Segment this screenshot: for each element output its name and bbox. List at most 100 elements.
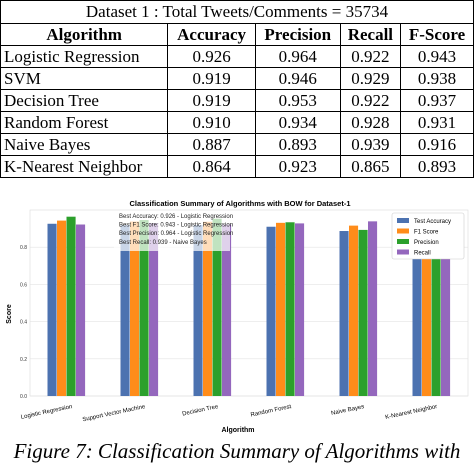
results-table: Dataset 1 : Total Tweets/Comments = 3573… xyxy=(0,0,474,178)
table-row: Logistic Regression 0.926 0.964 0.922 0.… xyxy=(0,45,474,68)
cell-accuracy: 0.864 xyxy=(167,155,256,178)
cell-f-score: 0.916 xyxy=(400,133,474,156)
cell-recall: 0.922 xyxy=(339,89,402,112)
table-row: SVM 0.919 0.946 0.929 0.938 xyxy=(0,67,474,90)
cell-algorithm: SVM xyxy=(0,67,169,90)
table-row: K-Nearest Neighbor 0.864 0.923 0.865 0.8… xyxy=(0,155,474,178)
bar-test-accuracy xyxy=(412,235,422,396)
cell-algorithm: K-Nearest Neighbor xyxy=(0,155,169,178)
bar-recall xyxy=(295,223,305,396)
chart-y-tick-labels: 0.8 0.6 0.4 0.2 0.0 xyxy=(20,245,27,400)
bar-recall xyxy=(76,224,86,396)
cell-recall: 0.939 xyxy=(339,133,402,156)
legend-swatch xyxy=(397,239,409,244)
chart-bars xyxy=(47,216,451,396)
cell-algorithm: Random Forest xyxy=(0,111,169,134)
cell-precision: 0.923 xyxy=(254,155,341,178)
bar-f1-score xyxy=(276,222,286,396)
cell-f-score: 0.931 xyxy=(400,111,474,134)
bar-precision xyxy=(212,218,222,396)
cell-precision: 0.964 xyxy=(254,45,341,68)
cell-f-score: 0.938 xyxy=(400,67,474,90)
table-row: Decision Tree 0.919 0.953 0.922 0.937 xyxy=(0,89,474,112)
legend-swatch xyxy=(397,249,409,255)
bar-f1-score xyxy=(422,229,432,396)
chart-title: Classification Summary of Algorithms wit… xyxy=(129,199,350,208)
legend-label: F1 Score xyxy=(414,230,439,236)
chart-legend: Test Accuracy F1 Score Precision Recall xyxy=(391,212,465,260)
legend-label: Test Accuracy xyxy=(414,219,451,225)
cell-precision: 0.946 xyxy=(254,67,341,90)
legend-label: Precision xyxy=(414,240,439,246)
bar-f1-score xyxy=(57,220,67,396)
header-algorithm: Algorithm xyxy=(0,23,169,46)
figure-caption: Figure 7: Classification Summary of Algo… xyxy=(13,439,461,463)
annotation-text: Best Accuracy: 0.926 - Logistic Regressi… xyxy=(119,214,233,220)
header-accuracy: Accuracy xyxy=(167,23,256,46)
table-row: Naive Bayes 0.887 0.893 0.939 0.916 xyxy=(0,133,474,156)
x-tick-label: Decision Tree xyxy=(182,404,220,418)
legend-swatch xyxy=(397,228,409,234)
table-caption: Dataset 1 : Total Tweets/Comments = 3573… xyxy=(0,0,474,24)
cell-accuracy: 0.887 xyxy=(167,133,256,156)
cell-recall: 0.929 xyxy=(339,67,402,90)
bar-precision xyxy=(358,229,368,396)
bar-precision xyxy=(285,222,295,396)
table-caption-row: Dataset 1 : Total Tweets/Comments = 3573… xyxy=(0,0,474,24)
bar-test-accuracy xyxy=(266,226,276,396)
cell-algorithm: Logistic Regression xyxy=(0,45,169,68)
cell-accuracy: 0.919 xyxy=(167,67,256,90)
header-f-score: F-Score xyxy=(400,23,474,46)
chart-x-axis-label: Algorithm xyxy=(221,427,254,434)
cell-f-score: 0.937 xyxy=(400,89,474,112)
y-tick-label: 0.0 xyxy=(20,394,27,400)
cell-precision: 0.893 xyxy=(254,133,341,156)
y-tick-label: 0.4 xyxy=(20,320,27,326)
chart-x-tick-labels: Logistic Regression Support Vector Machin… xyxy=(20,404,437,423)
bar-precision xyxy=(66,216,76,396)
header-recall: Recall xyxy=(339,23,402,46)
x-tick-label: Support Vector Machine xyxy=(82,404,147,423)
cell-recall: 0.865 xyxy=(339,155,402,178)
annotation-text: Best F1 Score: 0.943 - Logistic Regressi… xyxy=(119,223,233,229)
x-tick-label: Naive Bayes xyxy=(331,404,365,417)
bar-test-accuracy xyxy=(47,223,57,396)
bar-test-accuracy xyxy=(193,225,203,396)
annotation-text: Best Precision: 0.964 - Logistic Regress… xyxy=(119,231,233,237)
bar-recall xyxy=(222,224,232,396)
bar-f1-score xyxy=(203,221,213,396)
x-tick-label: Random Forest xyxy=(250,404,292,419)
table-row: Random Forest 0.910 0.934 0.928 0.931 xyxy=(0,111,474,134)
cell-algorithm: Decision Tree xyxy=(0,89,169,112)
cell-recall: 0.922 xyxy=(339,45,402,68)
x-tick-label: K-Nearest Neighbor xyxy=(385,404,438,421)
cell-precision: 0.953 xyxy=(254,89,341,112)
cell-accuracy: 0.919 xyxy=(167,89,256,112)
bar-recall xyxy=(149,223,159,396)
y-tick-label: 0.6 xyxy=(20,282,27,288)
bar-precision xyxy=(431,224,441,396)
chart-y-axis-label: Score xyxy=(6,304,13,324)
cell-algorithm: Naive Bayes xyxy=(0,133,169,156)
cell-precision: 0.934 xyxy=(254,111,341,134)
bar-test-accuracy xyxy=(339,231,349,396)
y-tick-label: 0.8 xyxy=(20,245,27,251)
legend-label: Recall xyxy=(414,251,431,257)
bar-recall xyxy=(441,235,451,396)
y-tick-label: 0.2 xyxy=(20,357,27,363)
legend-box xyxy=(391,212,465,260)
cell-accuracy: 0.926 xyxy=(167,45,256,68)
bar-recall xyxy=(368,221,378,396)
chart-annotations: Best Accuracy: 0.926 - Logistic Regressi… xyxy=(114,211,233,251)
cell-f-score: 0.893 xyxy=(400,155,474,178)
bar-f1-score xyxy=(349,225,359,396)
cell-accuracy: 0.910 xyxy=(167,111,256,134)
annotation-text: Best Recall: 0.939 - Naive Bayes xyxy=(119,240,207,246)
header-precision: Precision xyxy=(254,23,341,46)
legend-swatch xyxy=(397,218,409,223)
table-header-row: Algorithm Accuracy Precision Recall F-Sc… xyxy=(0,23,474,46)
bar-f1-score xyxy=(130,221,140,396)
bar-chart: Logistic Regression Support Vector Machin… xyxy=(6,199,469,434)
cell-recall: 0.928 xyxy=(339,111,402,134)
x-tick-label: Logistic Regression xyxy=(20,404,72,421)
